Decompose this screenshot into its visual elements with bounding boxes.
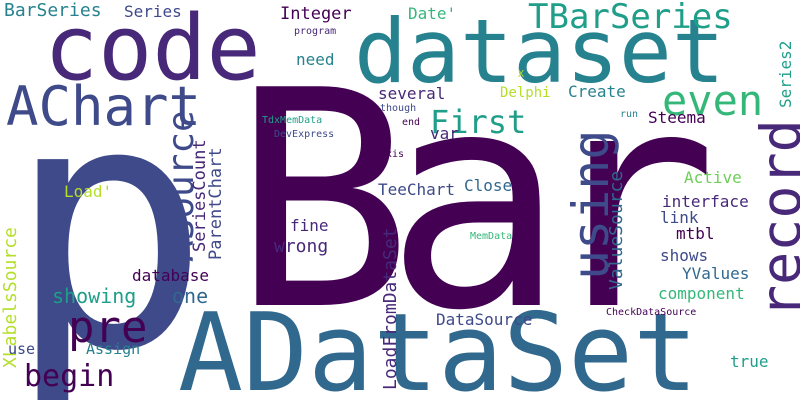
word-mtbl: mtbl <box>676 224 715 243</box>
word-bar: Bar <box>232 27 718 376</box>
word-barseries: BarSeries <box>4 0 102 21</box>
word-teechart: TeeChart <box>378 180 456 199</box>
word-active: Active <box>684 168 742 187</box>
word-wrong: wrong <box>274 236 329 257</box>
word-axis: axis <box>380 149 405 160</box>
word-user: user <box>8 340 45 358</box>
word-code: code <box>44 0 261 101</box>
word-delphi: Delphi <box>500 85 551 101</box>
word-series2: Series2 <box>776 40 795 108</box>
word-load: Load' <box>64 182 113 201</box>
word-end: end <box>402 117 421 128</box>
word-showing: showing <box>52 284 137 308</box>
word-database: database <box>132 266 210 285</box>
word-valuesource: ValueSource <box>606 170 627 290</box>
word-fine: fine <box>290 216 329 235</box>
word-dataset: dataset <box>354 0 725 103</box>
word-component: component <box>658 284 745 303</box>
word-var: var <box>430 124 459 143</box>
word-need: need <box>296 50 335 69</box>
word-loadfromdataset: LoadFromDataSet <box>380 227 401 390</box>
word-true: true <box>730 352 769 371</box>
word-several: several <box>378 84 446 103</box>
word-steema: Steema <box>648 108 706 127</box>
word-date: Date' <box>408 4 457 23</box>
word-datasource: DataSource <box>436 310 533 329</box>
word-shows: shows <box>660 246 709 265</box>
word-first: First <box>430 103 527 141</box>
word-assign: Assign <box>86 340 141 358</box>
word-even: even <box>662 76 764 125</box>
word-link: link <box>660 208 699 227</box>
word-interface: interface <box>662 192 749 211</box>
word-one: one <box>172 284 209 308</box>
word-begin: begin <box>24 359 115 394</box>
word-run: run <box>620 109 639 120</box>
word-adataset: ADataSet <box>178 291 699 400</box>
word-pre: pre <box>68 302 148 353</box>
word-create: Create <box>568 82 626 101</box>
word-series: Series <box>124 2 182 21</box>
word-record: record <box>749 119 800 318</box>
word-devexpress: DevExpress <box>274 129 335 140</box>
word-checkdatasource: CheckDataSource <box>606 307 697 318</box>
word-yvalues: YValues <box>682 264 750 283</box>
word-achart: AChart <box>6 75 202 138</box>
word-though: though <box>380 103 417 114</box>
word-close: Close <box>464 176 513 195</box>
word-p: p <box>6 30 211 400</box>
word-tdxmemdata: TdxMemData <box>262 115 323 126</box>
word-program: program <box>294 26 337 37</box>
word-memdata: MemData <box>470 231 513 242</box>
word-parentchart: ParentChart <box>206 147 226 260</box>
word-tbarseries: TBarSeries <box>528 0 733 37</box>
word-x: X <box>518 69 525 80</box>
word-integer: Integer <box>280 4 352 24</box>
